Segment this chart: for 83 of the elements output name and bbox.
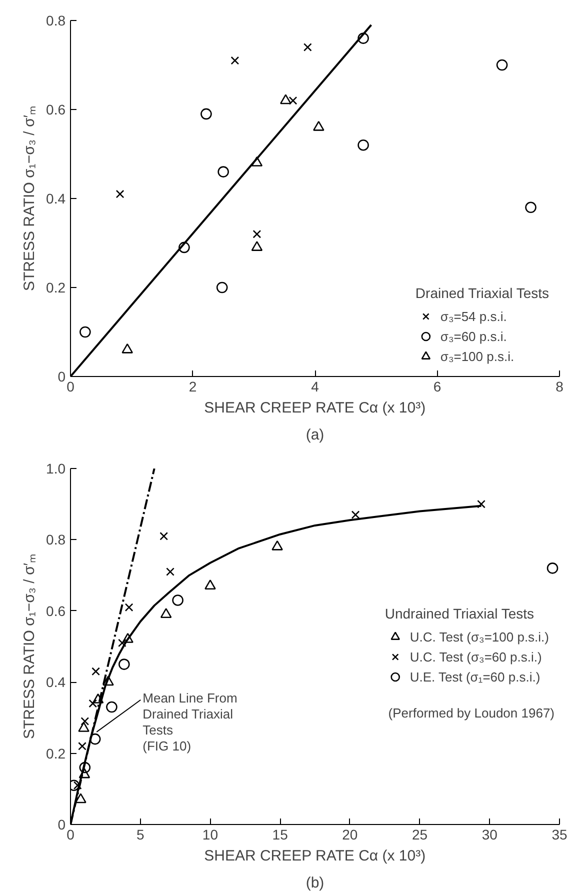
point [230, 56, 240, 65]
point [172, 594, 184, 606]
point [102, 676, 114, 686]
point [160, 532, 168, 540]
point [124, 603, 134, 612]
x-axis-title: SHEAR CREEP RATE Cα (x 10³) [204, 848, 426, 864]
x-tick-label: 6 [433, 378, 442, 394]
point [166, 568, 174, 576]
point [218, 166, 229, 178]
point [78, 742, 86, 750]
y-tick-label: 0 [58, 816, 66, 832]
y-tick-label: 0.4 [46, 674, 66, 690]
point [252, 230, 262, 238]
x-axis-title: SHEAR CREEP RATE Cα (x 10³) [204, 400, 426, 416]
y-tick-label: 0.8 [46, 12, 66, 28]
point [122, 343, 133, 354]
point [178, 242, 190, 254]
point [272, 540, 283, 550]
point [89, 733, 101, 745]
point [118, 638, 126, 648]
x-tick-label: 25 [412, 826, 428, 842]
point [80, 326, 91, 338]
x-tick-label: 2 [188, 378, 197, 394]
annotation: Mean Line From Drained Triaxial Tests (FIG 10) [142, 690, 238, 754]
annotation: (Performed by Loudon 1967) [388, 706, 555, 720]
x-tick-label: 15 [272, 826, 288, 842]
y-tick-label: 0.2 [46, 280, 66, 296]
text: (a) [306, 426, 324, 444]
y-tick-label: 0.4 [46, 190, 66, 206]
point [118, 658, 130, 670]
x-tick-label: 5 [136, 826, 144, 842]
point [251, 156, 263, 166]
point [303, 43, 312, 52]
legend-label: σ₃=60 p.s.i. [440, 328, 507, 344]
y-axis-title: STRESS RATIO σ₁−σ₃ / σ′ₘ [21, 106, 38, 292]
point [122, 632, 134, 643]
point [92, 693, 104, 704]
y-tick-label: 0.2 [46, 745, 66, 762]
point [106, 701, 118, 713]
x-tick-label: 4 [311, 378, 320, 394]
point [525, 202, 536, 214]
point [313, 120, 324, 131]
point [116, 190, 124, 198]
legend-label: σ₃=100 p.s.i. [440, 348, 514, 364]
legend-label: U.E. Test (σ₁=60 p.s.i.) [410, 669, 540, 684]
point [251, 241, 263, 251]
point [79, 762, 91, 774]
y-tick-label: 0 [58, 368, 66, 384]
point [358, 32, 369, 44]
point [75, 793, 86, 804]
x-tick-label: 35 [552, 826, 568, 842]
point [160, 608, 172, 618]
legend-label: σ₃=54 p.s.i. [440, 308, 507, 324]
x-tick-label: 10 [202, 826, 218, 842]
point [496, 59, 508, 71]
point [351, 510, 360, 519]
text: (b) [306, 874, 324, 892]
y-tick-label: 0.8 [46, 532, 66, 548]
legend-title: Undrained Triaxial Tests [384, 606, 535, 622]
point [204, 580, 216, 590]
x-tick-label: 8 [556, 378, 564, 394]
y-tick-label: 1.0 [46, 460, 66, 476]
y-tick-label: 0.6 [46, 602, 66, 619]
point [88, 699, 98, 708]
point [200, 108, 212, 120]
legend-title: Drained Triaxial Tests [415, 285, 549, 301]
point [216, 282, 228, 294]
point [477, 500, 486, 508]
y-axis-title: STRESS RATIO σ₁−σ₃ / σ′ₘ [21, 554, 38, 740]
point [78, 722, 90, 732]
point [80, 717, 90, 726]
point [358, 139, 369, 151]
legend-label: U.C. Test (σ₃=60 p.s.i.) [410, 649, 542, 664]
point [280, 94, 292, 104]
legend-label: U.C. Test (σ₃=100 p.s.i.) [410, 629, 549, 644]
point [73, 781, 82, 790]
x-tick-label: 30 [482, 826, 498, 842]
x-tick-label: 20 [342, 826, 358, 842]
point [78, 768, 90, 778]
point [92, 667, 100, 676]
point [546, 562, 558, 574]
point [288, 96, 298, 105]
y-tick-label: 0.6 [46, 102, 66, 118]
